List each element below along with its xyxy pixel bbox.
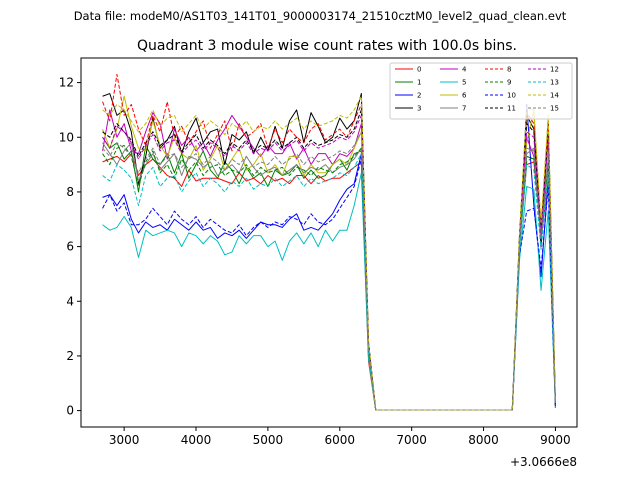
legend-label-5: 5 (462, 79, 466, 87)
x-axis: 3000 4000 5000 6000 7000 8000 9000 (109, 427, 571, 447)
legend-label-2: 2 (417, 92, 421, 100)
legend-label-11: 11 (507, 105, 516, 113)
legend-label-13: 13 (550, 79, 559, 87)
legend-label-8: 8 (507, 66, 511, 74)
legend-label-12: 12 (550, 66, 559, 74)
legend-label-0: 0 (417, 66, 421, 74)
legend-label-4: 4 (462, 66, 467, 74)
series-line-9 (102, 144, 556, 411)
legend-label-15: 15 (550, 105, 559, 113)
y-tick-label: 2 (66, 349, 74, 363)
y-tick-label: 8 (66, 185, 74, 199)
legend-label-10: 10 (507, 92, 516, 100)
plot-frame (80, 57, 578, 428)
series-line-15 (102, 131, 556, 411)
x-tick-label: 3000 (109, 433, 140, 447)
x-tick-label: 8000 (468, 433, 499, 447)
legend-label-7: 7 (462, 105, 466, 113)
figure-suptitle: Data file: modeM0/AS1T03_141T01_90000031… (74, 9, 567, 23)
y-tick-label: 0 (66, 404, 74, 418)
y-tick-label: 12 (59, 76, 74, 90)
x-tick-label: 6000 (325, 433, 356, 447)
x-tick-label: 9000 (540, 433, 571, 447)
series-line-14 (102, 95, 556, 411)
legend-frame (389, 62, 573, 120)
legend-label-14: 14 (550, 92, 559, 100)
series-layer (102, 73, 556, 411)
y-tick-label: 4 (66, 294, 74, 308)
x-offset-label: +3.0666e8 (510, 455, 577, 469)
y-axis: 0 2 4 6 8 10 12 (59, 76, 81, 418)
y-tick-label: 10 (59, 130, 74, 144)
legend-label-9: 9 (507, 79, 511, 87)
x-tick-label: 4000 (181, 433, 212, 447)
y-tick-label: 6 (66, 240, 74, 254)
x-tick-label: 5000 (253, 433, 284, 447)
legend-label-3: 3 (417, 105, 421, 113)
legend-label-6: 6 (462, 92, 467, 100)
x-tick-label: 7000 (396, 433, 427, 447)
legend-label-1: 1 (417, 79, 421, 87)
chart-title: Quadrant 3 module wise count rates with … (137, 38, 517, 54)
